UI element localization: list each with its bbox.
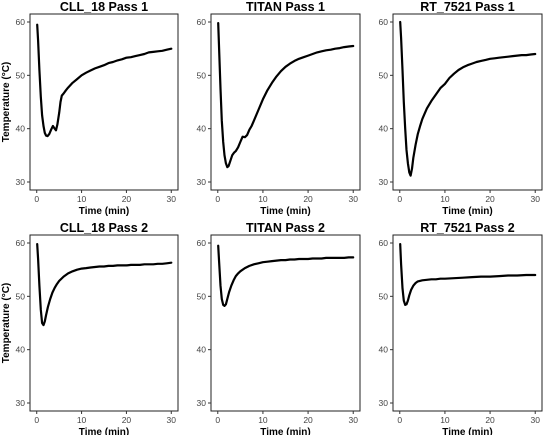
x-tick-label: 30: [530, 194, 540, 204]
panel-title: TITAN Pass 2: [246, 221, 325, 235]
x-axis-label: Time (min): [442, 427, 492, 435]
y-tick-label: 30: [197, 177, 207, 187]
x-tick-label: 10: [77, 415, 87, 425]
y-tick-label: 60: [379, 17, 389, 27]
y-tick-label: 40: [379, 345, 389, 355]
panel-title: CLL_18 Pass 2: [60, 221, 148, 235]
x-tick-label: 0: [34, 194, 39, 204]
panel-2: TITAN Pass 1 30 40 50 60 0 10 20 30 Time (min): [197, 0, 361, 217]
panel-title: RT_7521 Pass 2: [420, 221, 515, 235]
y-tick-label: 40: [379, 124, 389, 134]
plot-frame: [29, 234, 179, 412]
y-tick-label: 40: [197, 124, 207, 134]
panel-title: RT_7521 Pass 1: [420, 0, 515, 14]
panel-title: TITAN Pass 1: [246, 0, 325, 14]
temperature-series-line: [399, 243, 537, 306]
y-tick-label: 50: [16, 291, 26, 301]
y-tick-label: 50: [16, 70, 26, 80]
y-tick-label: 50: [379, 291, 389, 301]
x-tick-label: 10: [258, 194, 268, 204]
x-tick-label: 0: [215, 415, 220, 425]
x-tick-label: 30: [530, 415, 540, 425]
panel-1: CLL_18 Pass 1 30 40 50 60 0 10 20 30 Time (min) Te…: [1, 0, 179, 217]
x-tick-label: 30: [167, 415, 177, 425]
y-axis-label: Temperature (°C): [1, 62, 12, 143]
x-tick-label: 0: [215, 194, 220, 204]
plot-frame: [392, 234, 543, 412]
x-axis-label: Time (min): [442, 206, 492, 217]
y-tick-label: 60: [197, 238, 207, 248]
x-tick-label: 0: [34, 415, 39, 425]
x-tick-label: 20: [122, 194, 132, 204]
panel-4: CLL_18 Pass 2 30 40 50 60 0 10 20 30 Time (min) Te…: [1, 221, 179, 438]
x-tick-label: 20: [122, 415, 132, 425]
plot-frame: [29, 13, 179, 191]
temperature-series-line: [36, 23, 173, 138]
x-tick-label: 10: [440, 194, 450, 204]
y-tick-label: 50: [197, 291, 207, 301]
y-tick-label: 60: [379, 238, 389, 248]
x-tick-label: 20: [485, 194, 495, 204]
y-tick-label: 30: [379, 177, 389, 187]
x-tick-label: 0: [397, 194, 402, 204]
y-tick-label: 30: [16, 177, 26, 187]
panel-title: CLL_18 Pass 1: [60, 0, 148, 14]
y-tick-label: 40: [16, 124, 26, 134]
plot-frame: [210, 234, 361, 412]
plot-frame: [392, 13, 543, 191]
temperature-series-line: [217, 244, 355, 307]
y-tick-label: 60: [197, 17, 207, 27]
panel-5: TITAN Pass 2 30 40 50 60 0 10 20 30 Time (min): [197, 221, 361, 438]
x-tick-label: 30: [167, 194, 177, 204]
panel-6: RT_7521 Pass 2 30 40 50 60 0 10 20 30 Time (min): [379, 221, 543, 438]
x-tick-label: 30: [348, 415, 358, 425]
x-tick-label: 10: [440, 415, 450, 425]
y-tick-label: 50: [379, 70, 389, 80]
y-tick-label: 60: [16, 17, 26, 27]
y-tick-label: 30: [379, 398, 389, 408]
x-tick-label: 20: [303, 415, 313, 425]
y-tick-label: 30: [16, 398, 26, 408]
panel-3: RT_7521 Pass 1 30 40 50 60 0 10 20 30 Time (min): [379, 0, 543, 217]
x-axis-label: Time (min): [260, 206, 310, 217]
temperature-series-line: [36, 243, 173, 327]
y-tick-label: 40: [197, 345, 207, 355]
x-tick-label: 0: [397, 415, 402, 425]
plot-frame: [210, 13, 361, 191]
x-axis-label: Time (min): [79, 206, 129, 217]
x-tick-label: 10: [258, 415, 268, 425]
y-tick-label: 30: [197, 398, 207, 408]
x-axis-label: Time (min): [79, 427, 129, 435]
temperature-series-line: [217, 22, 355, 169]
y-tick-label: 60: [16, 238, 26, 248]
temperature-series-line: [399, 20, 537, 177]
x-tick-label: 20: [303, 194, 313, 204]
x-tick-label: 10: [77, 194, 87, 204]
y-axis-label: Temperature (°C): [1, 283, 12, 364]
x-axis-label: Time (min): [260, 427, 310, 435]
x-tick-label: 20: [485, 415, 495, 425]
y-tick-label: 40: [16, 345, 26, 355]
y-tick-label: 50: [197, 70, 207, 80]
x-tick-label: 30: [348, 194, 358, 204]
